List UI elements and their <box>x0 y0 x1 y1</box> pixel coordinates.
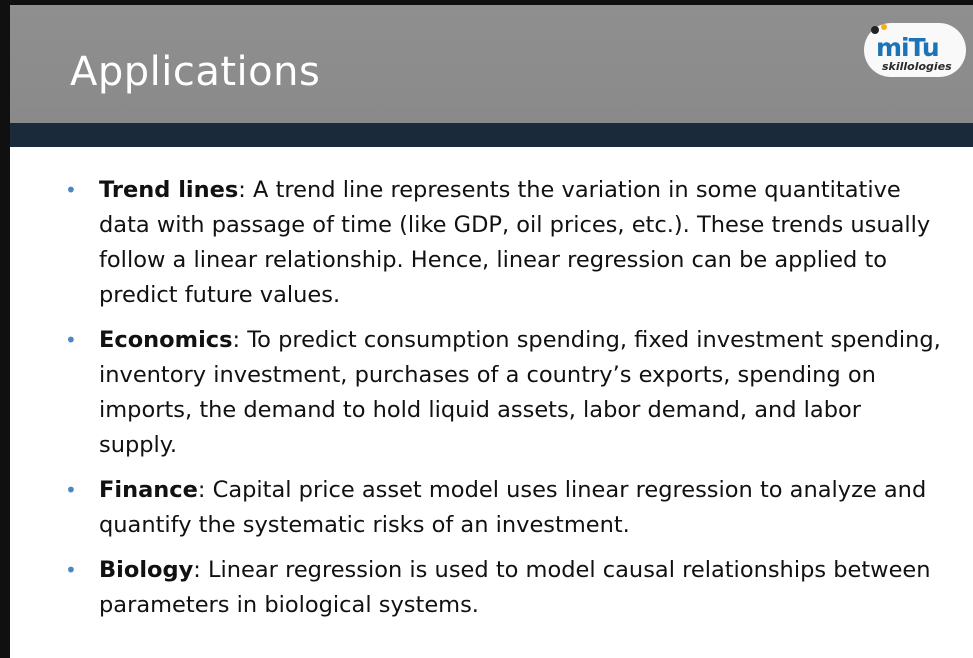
bullet-list: • Trend lines: A trend line represents t… <box>65 173 945 633</box>
list-item-text: Economics: To predict consumption spendi… <box>99 323 945 463</box>
bullet-icon: • <box>65 178 77 202</box>
list-item-term: Finance <box>99 477 198 503</box>
mitu-skillologies-logo: miTu skillologies <box>862 19 968 81</box>
bullet-icon: • <box>65 478 77 502</box>
list-item-description: : To predict consumption spending, fixed… <box>99 327 941 458</box>
list-item: • Biology: Linear regression is used to … <box>65 553 945 623</box>
slide-title: Applications <box>70 49 321 95</box>
slide: Applications miTu skillologies • Trend l… <box>10 5 973 658</box>
slide-header: Applications miTu skillologies <box>10 5 973 123</box>
list-item-term: Economics <box>99 327 233 353</box>
bullet-icon: • <box>65 558 77 582</box>
bullet-icon: • <box>65 328 77 352</box>
list-item: • Trend lines: A trend line represents t… <box>65 173 945 313</box>
list-item: • Economics: To predict consumption spen… <box>65 323 945 463</box>
list-item-text: Finance: Capital price asset model uses … <box>99 473 945 543</box>
list-item-description: : Capital price asset model uses linear … <box>99 477 927 538</box>
header-divider-bar <box>10 123 973 147</box>
logo-emblem-icon <box>864 23 966 77</box>
list-item-text: Trend lines: A trend line represents the… <box>99 173 945 313</box>
logo-tagline: skillologies <box>882 60 952 73</box>
list-item-term: Trend lines <box>99 177 239 203</box>
list-item: • Finance: Capital price asset model use… <box>65 473 945 543</box>
logo-brand-text: miTu <box>876 33 940 62</box>
list-item-description: : A trend line represents the variation … <box>99 177 931 308</box>
list-item-description: : Linear regression is used to model cau… <box>99 557 931 618</box>
list-item-text: Biology: Linear regression is used to mo… <box>99 553 945 623</box>
list-item-term: Biology <box>99 557 194 583</box>
